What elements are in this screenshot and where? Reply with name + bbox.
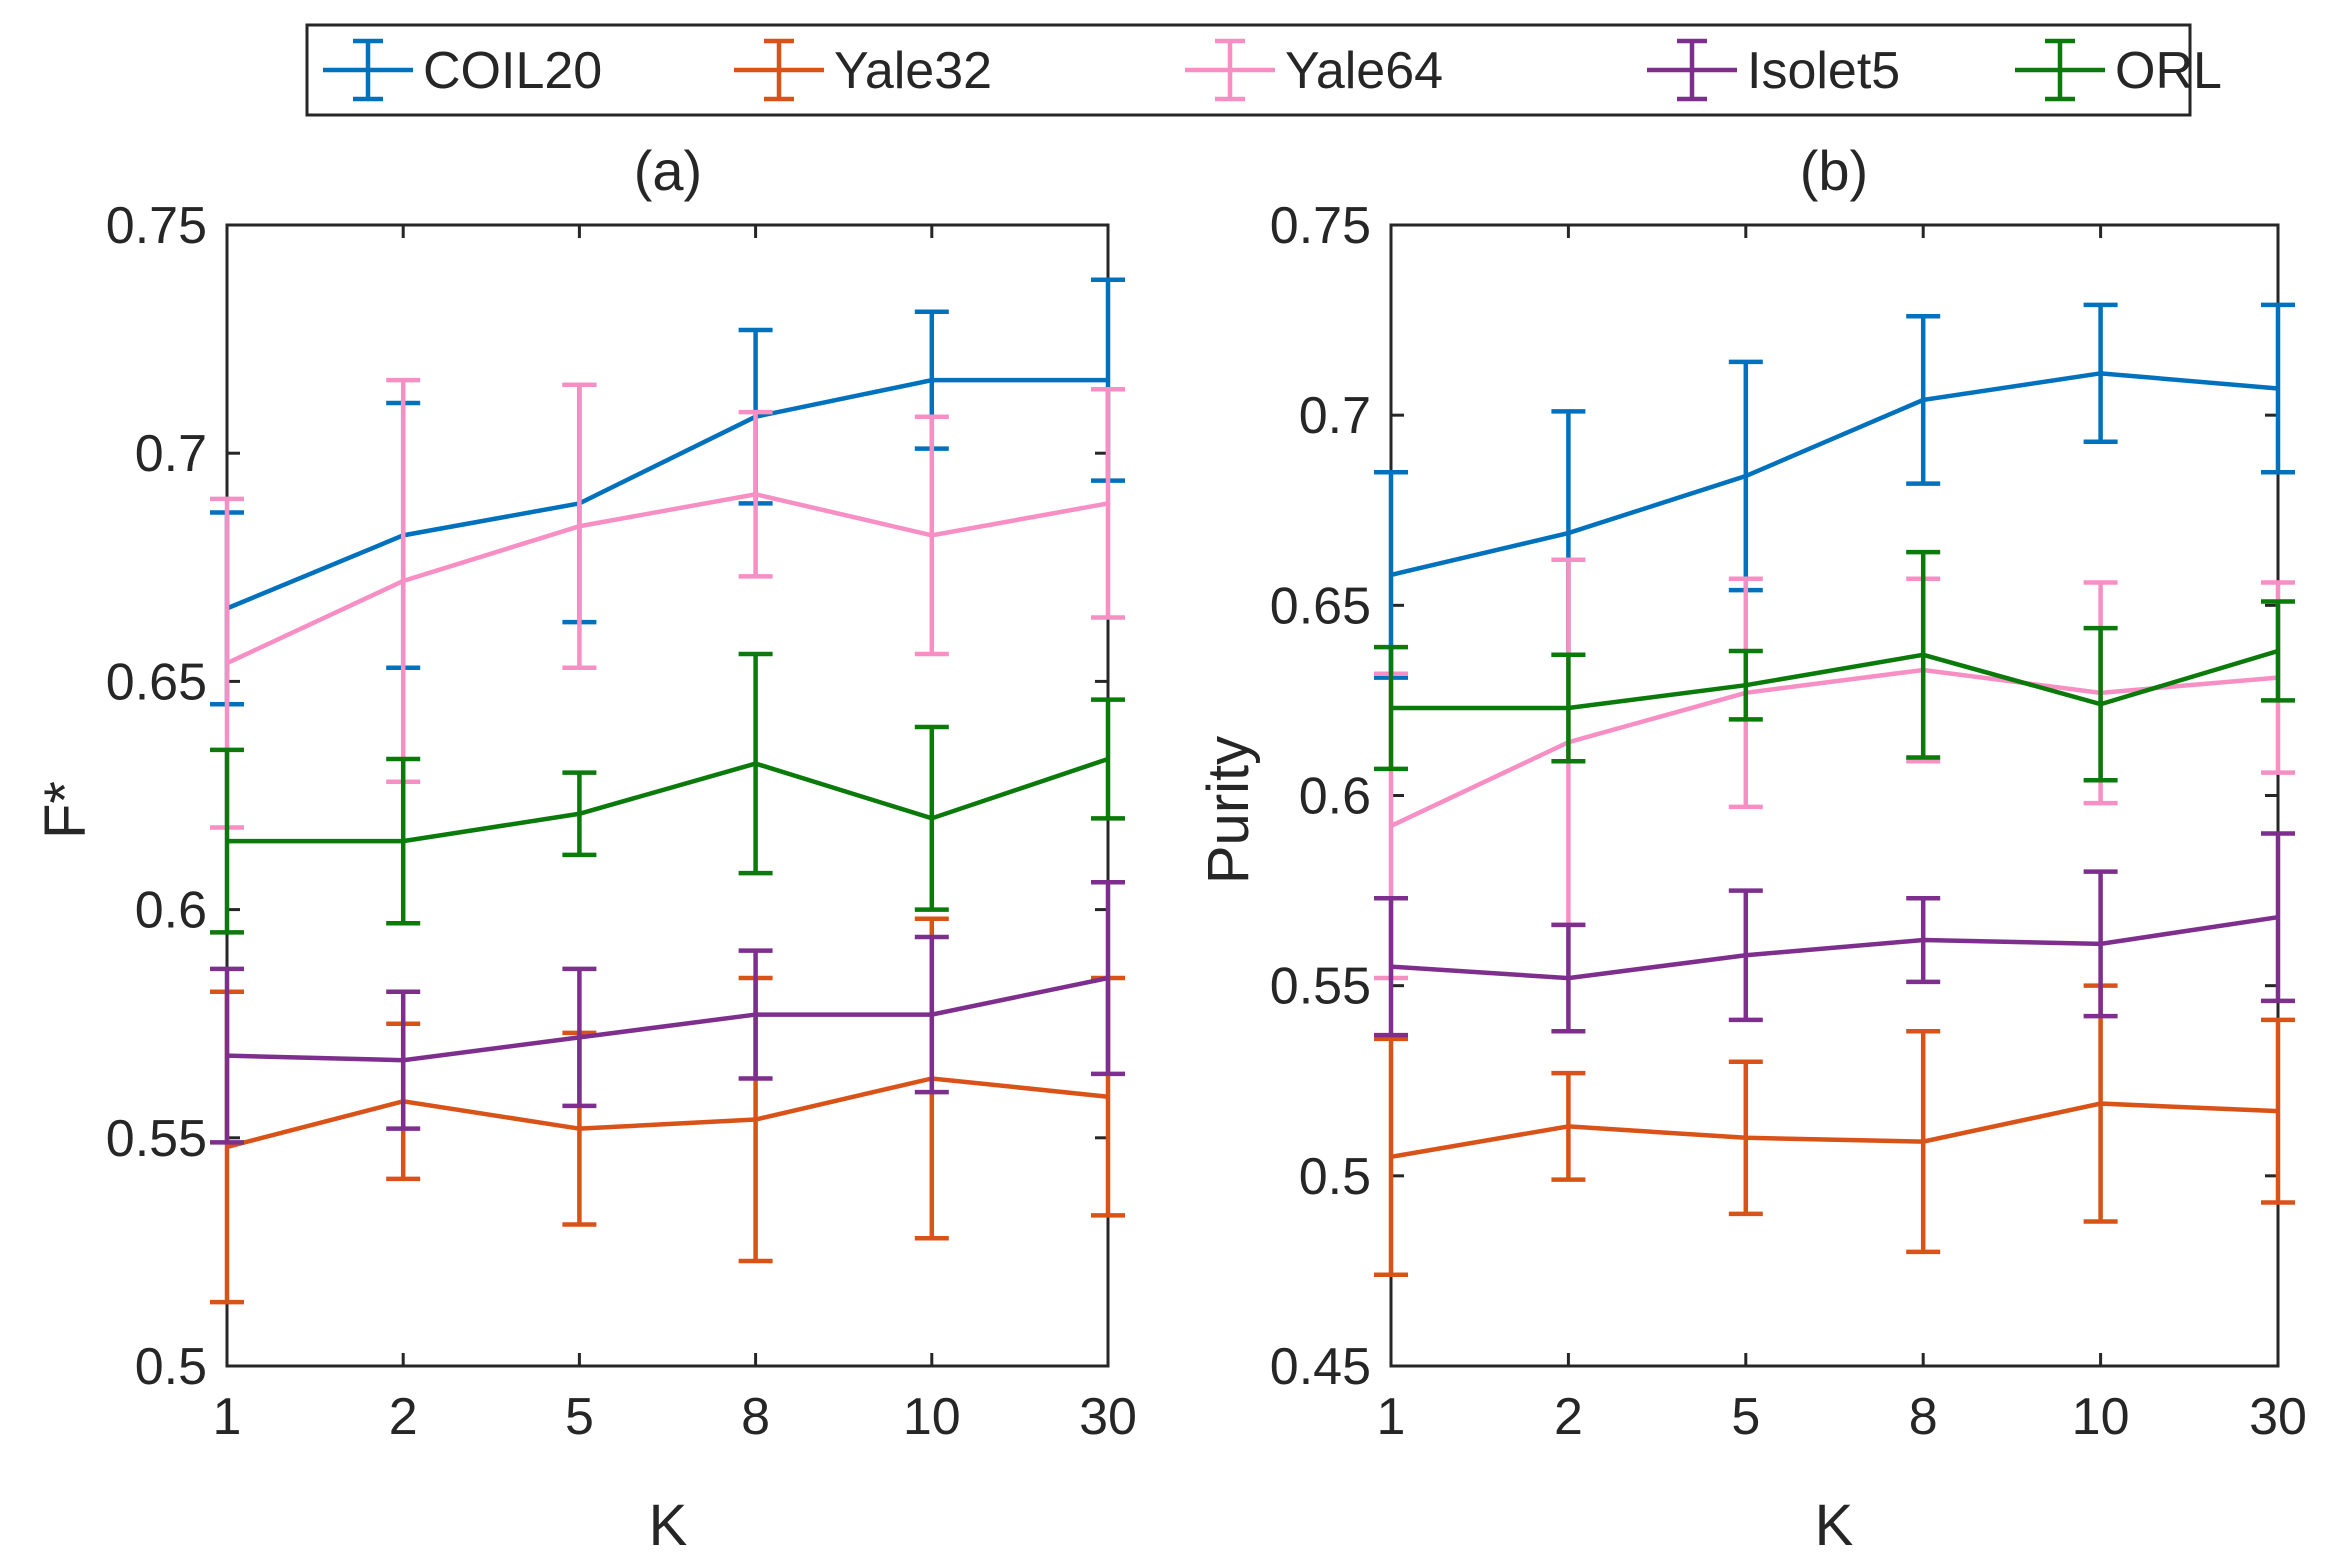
legend-item-yale32: Yale32 bbox=[734, 38, 992, 102]
x-tick-label-b: 30 bbox=[2249, 1388, 2307, 1446]
y-tick-label-b: 0.6 bbox=[1299, 768, 1371, 826]
series-yale32-b bbox=[1374, 983, 2295, 1277]
x-tick-label-b: 2 bbox=[1554, 1388, 1583, 1446]
series-line-orl bbox=[227, 756, 1109, 844]
x-tick-label-a: 5 bbox=[565, 1388, 594, 1446]
y-tick-label-b: 0.75 bbox=[1270, 197, 1371, 255]
x-tick-label-a: 10 bbox=[903, 1388, 961, 1446]
x-tick-label-b: 1 bbox=[1377, 1388, 1406, 1446]
series-line-yale64 bbox=[1390, 667, 2279, 828]
x-tick-label-a: 30 bbox=[1079, 1388, 1137, 1446]
y-tick-label-b: 0.45 bbox=[1270, 1338, 1371, 1396]
axes-box-a bbox=[225, 223, 1110, 1368]
series-yale64-b bbox=[1374, 557, 2295, 981]
legend-label-isolet5: Isolet5 bbox=[1747, 42, 1900, 100]
panel-a-title: (a) bbox=[634, 139, 702, 202]
y-tick-label-a: 0.6 bbox=[135, 882, 207, 940]
series-yale64-a bbox=[210, 377, 1125, 830]
panel-b: (b) K Purity 1 2 5 8 10 30 0.45 0.5 0.55 0.6 0.65 0… bbox=[1196, 139, 2307, 1558]
y-tick-label-a: 0.5 bbox=[135, 1338, 207, 1396]
series-line-yale64 bbox=[226, 491, 1109, 666]
panel-b-xlabel: K bbox=[1815, 1493, 1854, 1558]
panel-a-ylabel: F* bbox=[33, 781, 98, 839]
y-tick-label-a: 0.65 bbox=[106, 653, 207, 711]
legend-label-yale64: Yale64 bbox=[1285, 42, 1443, 100]
panel-b-title: (b) bbox=[1800, 139, 1868, 202]
legend-item-coil20: COIL20 bbox=[323, 38, 602, 102]
y-tick-label-b: 0.5 bbox=[1299, 1148, 1371, 1206]
series-line-orl bbox=[1391, 648, 2279, 711]
y-tick-label-a: 0.7 bbox=[135, 425, 207, 483]
x-tick-label-a: 2 bbox=[389, 1388, 418, 1446]
panel-a: (a) K F* 1 2 5 8 10 30 0.5 0.55 0.6 0.65 0.7 0.75 bbox=[33, 139, 1137, 1558]
y-tick-label-b: 0.55 bbox=[1270, 958, 1371, 1016]
series-line-coil20 bbox=[226, 377, 1108, 611]
x-tick-label-b: 5 bbox=[1731, 1388, 1760, 1446]
legend-label-orl: ORL bbox=[2115, 42, 2222, 100]
series-isolet5-b bbox=[1374, 831, 2295, 1038]
series-line-yale32 bbox=[226, 1076, 1109, 1150]
legend-label-yale32: Yale32 bbox=[834, 42, 992, 100]
panel-b-ylabel: Purity bbox=[1196, 736, 1261, 884]
x-tick-label-b: 10 bbox=[2072, 1388, 2130, 1446]
legend-label-coil20: COIL20 bbox=[423, 42, 602, 100]
legend: COIL20 Yale32 Yale64 Isolet5 ORL bbox=[305, 23, 2222, 117]
series-orl-b bbox=[1374, 549, 2295, 783]
series-coil20-b bbox=[1374, 302, 2295, 680]
x-tick-label-b: 8 bbox=[1909, 1388, 1938, 1446]
y-tick-label-b: 0.65 bbox=[1270, 577, 1371, 635]
legend-item-orl: ORL bbox=[2015, 38, 2222, 102]
axes-box-b bbox=[1389, 223, 2280, 1368]
series-yale32-a bbox=[210, 916, 1125, 1305]
series-line-isolet5 bbox=[1390, 914, 2279, 981]
y-tick-label-a: 0.55 bbox=[106, 1110, 207, 1168]
series-line-coil20 bbox=[1390, 371, 2279, 578]
series-isolet5-a bbox=[210, 879, 1125, 1145]
series-line-yale32 bbox=[1390, 1101, 2279, 1160]
series-coil20-a bbox=[210, 277, 1125, 707]
x-tick-label-a: 8 bbox=[741, 1388, 770, 1446]
series-orl-a bbox=[210, 651, 1125, 935]
y-tick-label-b: 0.7 bbox=[1299, 387, 1371, 445]
x-tick-label-a: 1 bbox=[213, 1388, 242, 1446]
y-tick-label-a: 0.75 bbox=[106, 197, 207, 255]
legend-item-isolet5: Isolet5 bbox=[1647, 38, 1900, 102]
series-line-isolet5 bbox=[226, 975, 1109, 1063]
panel-a-xlabel: K bbox=[649, 1493, 688, 1558]
legend-item-yale64: Yale64 bbox=[1185, 38, 1443, 102]
